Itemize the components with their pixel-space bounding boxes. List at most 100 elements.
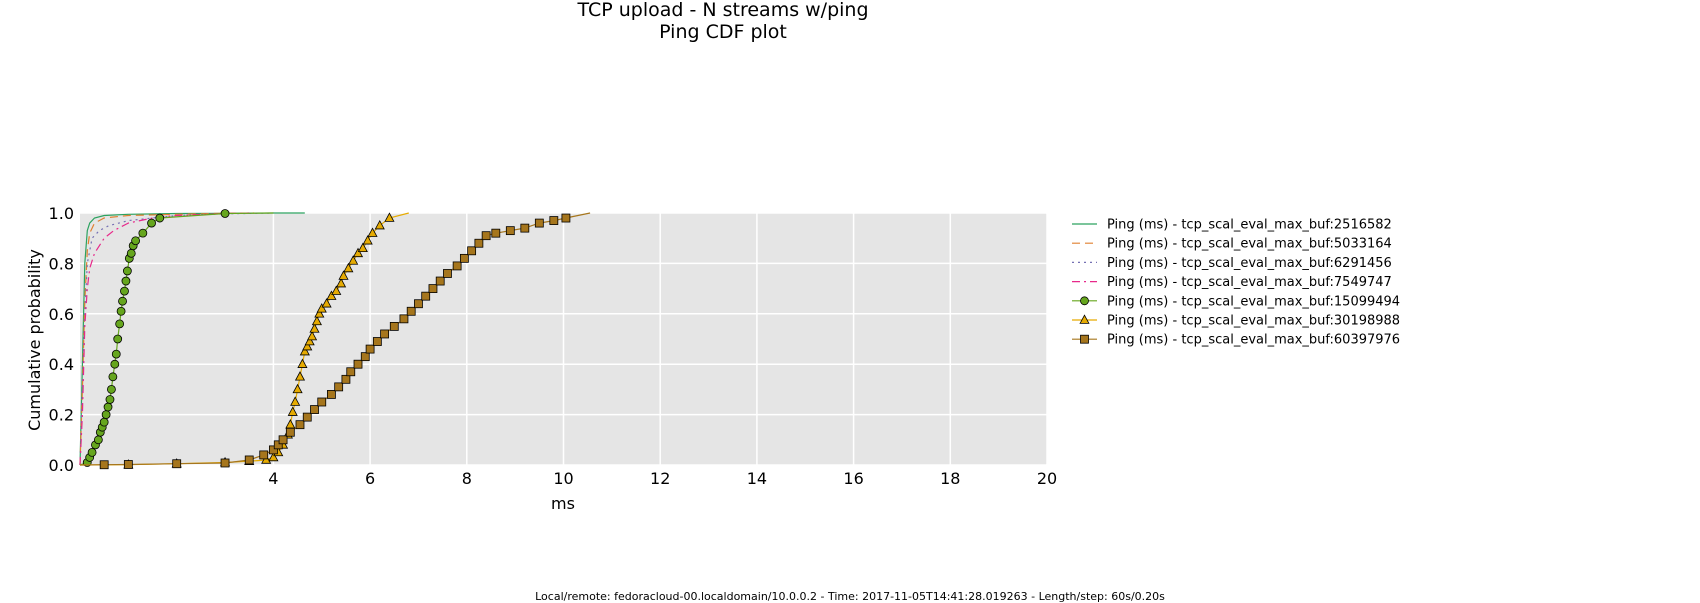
- legend-label: Ping (ms) - tcp_scal_eval_max_buf:251658…: [1107, 218, 1392, 233]
- data-point: [287, 406, 298, 416]
- data-point: [326, 290, 337, 300]
- data-point: [118, 296, 127, 306]
- series-7: [79, 212, 591, 470]
- legend-label: Ping (ms) - tcp_scal_eval_max_buf:503316…: [1107, 237, 1392, 252]
- x-tick-label: 16: [843, 469, 863, 488]
- y-tick-label: 0.6: [49, 305, 74, 324]
- data-point: [534, 218, 544, 228]
- data-point: [278, 435, 288, 445]
- legend-label: Ping (ms) - tcp_scal_eval_max_buf:301989…: [1107, 314, 1400, 329]
- y-tick-label: 0.8: [49, 254, 74, 273]
- x-tick-label: 6: [365, 469, 375, 488]
- data-point: [459, 253, 469, 263]
- data-point: [307, 330, 318, 341]
- data-point: [155, 213, 165, 223]
- data-point: [302, 340, 313, 351]
- series-5: [79, 209, 274, 467]
- data-point: [549, 216, 559, 225]
- data-point: [561, 213, 571, 223]
- data-point: [297, 358, 308, 368]
- data-point: [481, 231, 491, 241]
- data-point: [103, 402, 113, 412]
- data-point: [346, 367, 356, 377]
- data-point: [362, 235, 373, 245]
- data-point: [295, 420, 305, 430]
- data-point: [244, 455, 254, 465]
- data-point: [285, 427, 295, 437]
- data-point: [314, 308, 325, 318]
- legend-label: Ping (ms) - tcp_scal_eval_max_buf:150994…: [1107, 294, 1400, 309]
- data-point: [101, 410, 111, 420]
- data-point: [360, 352, 370, 362]
- legend: Ping (ms) - tcp_scal_eval_max_buf:251658…: [1072, 218, 1400, 348]
- data-point: [110, 359, 120, 369]
- data-point: [126, 248, 136, 258]
- data-point: [108, 372, 118, 382]
- series-line: [79, 212, 255, 466]
- data-point: [121, 276, 131, 286]
- data-point: [341, 374, 351, 384]
- x-tick-label: 4: [268, 469, 278, 488]
- data-point: [421, 291, 431, 301]
- data-point: [268, 451, 279, 462]
- x-axis-label: ms: [551, 494, 575, 513]
- data-point: [365, 344, 375, 354]
- data-point: [343, 262, 354, 273]
- data-point: [428, 284, 438, 294]
- data-point: [467, 246, 477, 256]
- x-tick-label: 18: [940, 469, 960, 488]
- data-point: [299, 345, 310, 356]
- y-axis-label: Cumulative probability: [25, 249, 44, 431]
- footer-metadata: Local/remote: fedoracloud-00.localdomain…: [535, 590, 1165, 603]
- data-point: [113, 334, 123, 344]
- data-point: [399, 314, 409, 324]
- y-tick-label: 1.0: [49, 204, 74, 223]
- series-2: [79, 212, 255, 466]
- data-point: [380, 329, 390, 339]
- legend-label: Ping (ms) - tcp_scal_eval_max_buf:629145…: [1107, 256, 1392, 271]
- data-point: [122, 266, 132, 276]
- data-point: [116, 306, 126, 316]
- data-point: [99, 460, 109, 470]
- chart-subtitle: Ping CDF plot: [659, 21, 787, 43]
- series-4: [79, 212, 250, 466]
- data-point: [310, 405, 319, 414]
- legend-label: Ping (ms) - tcp_scal_eval_max_buf:754974…: [1107, 275, 1392, 290]
- data-point: [268, 445, 278, 455]
- legend-item: Ping (ms) - tcp_scal_eval_max_buf:629145…: [1072, 256, 1392, 271]
- data-point: [107, 384, 116, 394]
- data-point: [474, 238, 484, 248]
- data-point: [338, 270, 349, 280]
- data-point: [316, 303, 327, 313]
- data-point: [520, 223, 530, 233]
- series-line: [79, 212, 250, 466]
- legend-item: Ping (ms) - tcp_scal_eval_max_buf:150994…: [1072, 294, 1400, 309]
- data-point: [105, 395, 115, 404]
- data-point: [353, 359, 363, 369]
- data-point: [259, 450, 269, 460]
- data-point: [273, 440, 283, 450]
- data-point: [367, 227, 378, 237]
- data-point: [372, 337, 382, 346]
- data-point: [406, 306, 416, 316]
- legend-item: Ping (ms) - tcp_scal_eval_max_buf:301989…: [1072, 314, 1400, 329]
- data-point: [334, 382, 344, 392]
- data-point: [384, 212, 395, 222]
- x-tick-label: 20: [1037, 469, 1057, 488]
- data-point: [220, 458, 230, 468]
- data-point: [336, 277, 347, 288]
- y-tick-label: 0.2: [49, 406, 74, 425]
- data-point: [1079, 314, 1090, 324]
- legend-label: Ping (ms) - tcp_scal_eval_max_buf:603979…: [1107, 333, 1400, 348]
- data-point: [452, 261, 462, 271]
- data-point: [111, 349, 121, 359]
- x-tick-label: 8: [462, 469, 472, 488]
- y-tick-label: 0.0: [49, 456, 74, 475]
- data-point: [327, 390, 336, 399]
- data-point: [123, 460, 133, 469]
- data-point: [352, 247, 364, 258]
- data-point: [309, 323, 320, 333]
- data-point: [99, 417, 109, 427]
- legend-item: Ping (ms) - tcp_scal_eval_max_buf:251658…: [1072, 218, 1392, 233]
